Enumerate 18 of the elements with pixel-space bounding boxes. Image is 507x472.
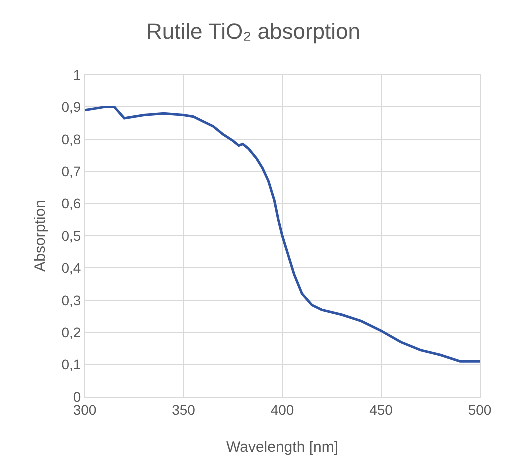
y-tick-label: 1 (73, 66, 82, 83)
y-tick-label: 0,6 (62, 196, 82, 212)
x-tick-label: 400 (270, 402, 294, 418)
y-tick-label: 0,4 (62, 260, 82, 276)
y-axis-title: Absorption (32, 200, 49, 272)
y-tick-label: 0,8 (62, 131, 82, 148)
x-tick-label: 450 (370, 402, 394, 418)
line-series (85, 106, 480, 363)
y-tick-label: 0,7 (62, 164, 82, 180)
x-tick-label: 500 (468, 402, 492, 418)
x-tick-label: 350 (172, 402, 196, 418)
y-tick-label: 0,2 (62, 324, 82, 340)
y-tick-label: 0,5 (62, 228, 82, 244)
x-axis-title: Wavelength [nm] (226, 439, 338, 456)
y-tick-label: 0,9 (62, 99, 82, 116)
y-tick-label: 0,1 (62, 356, 82, 373)
y-tick-label: 0,3 (62, 292, 82, 308)
chart-title: Rutile TiO₂ absorption (146, 19, 360, 44)
